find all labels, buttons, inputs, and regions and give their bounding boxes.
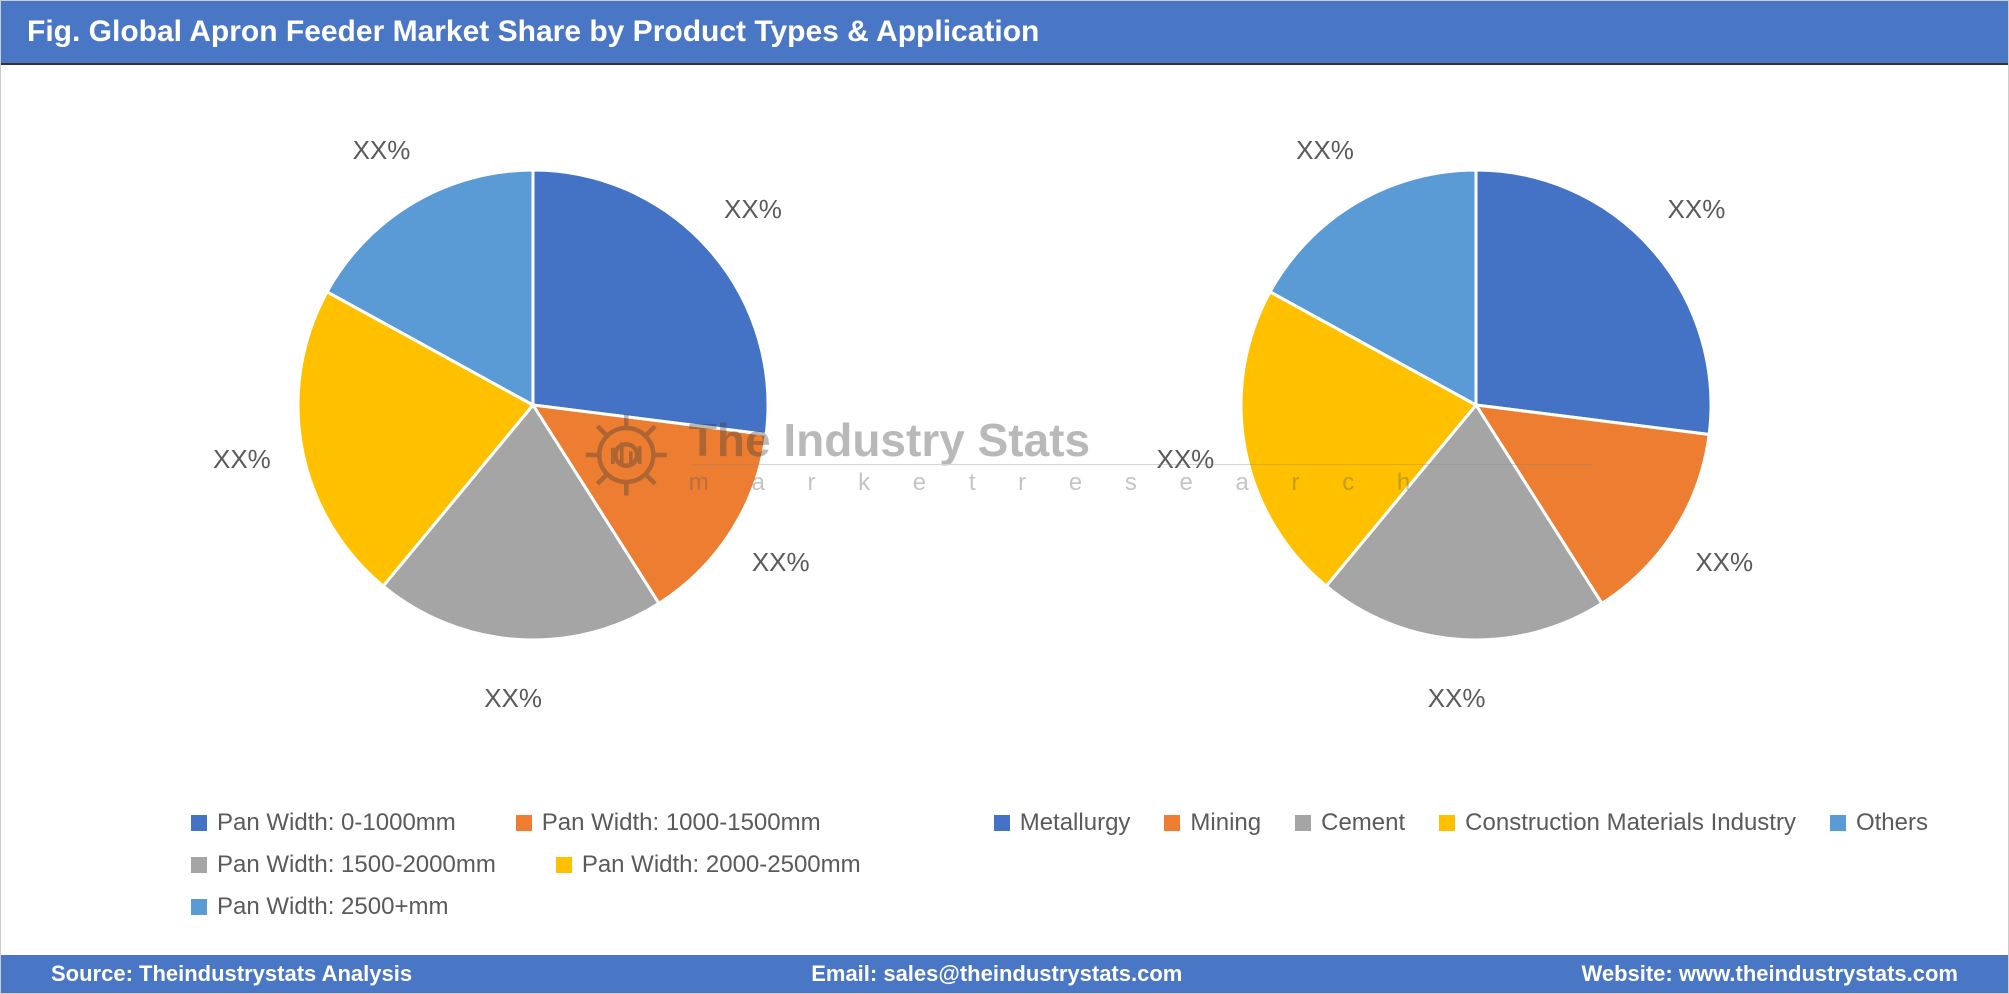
charts-container: XX%XX%XX%XX%XX% XX%XX%XX%XX%XX% The Indu… [1, 65, 2008, 815]
product-types-chart-column: XX% XX% XX% XX% XX% [83, 105, 983, 805]
legend-item: Pan Width: 2000-2500mm [556, 851, 861, 879]
pie-slice-label: XX% [353, 135, 411, 166]
legend-swatch [1164, 815, 1180, 831]
legend-label: Construction Materials Industry [1465, 809, 1796, 837]
legend-item: Pan Width: 1500-2000mm [191, 851, 496, 879]
pie-slice-label: XX% [484, 683, 542, 714]
pie-slice-label: XX% [724, 194, 782, 225]
legend-swatch [1830, 815, 1846, 831]
figure-title: Fig. Global Apron Feeder Market Share by… [1, 1, 2008, 65]
pie-slice-label: XX% [1668, 194, 1726, 225]
legend-swatch [516, 815, 532, 831]
pie-slice-label: XX% [1695, 547, 1753, 578]
legend-swatch [1439, 815, 1455, 831]
legend-label: Others [1856, 809, 1928, 837]
legend-swatch [556, 857, 572, 873]
legend-item: Cement [1295, 809, 1405, 837]
legend-item: Pan Width: 0-1000mm [191, 809, 456, 837]
footer-website: Website: www.theindustrystats.com [1581, 961, 1958, 987]
product-types-legend: Pan Width: 0-1000mm Pan Width: 1000-1500m… [151, 801, 1034, 929]
legend-swatch [1295, 815, 1311, 831]
pie-slice-label: XX% [752, 547, 810, 578]
legend-swatch [994, 815, 1010, 831]
pie-slice-label: XX% [1428, 683, 1486, 714]
legend-swatch [191, 899, 207, 915]
pie-slice-label: XX% [213, 444, 271, 475]
application-pie: XX%XX%XX%XX%XX% [1176, 105, 1776, 705]
legend-item: Mining [1164, 809, 1261, 837]
legend-label: Cement [1321, 809, 1405, 837]
legend-item: Pan Width: 2500+mm [191, 893, 448, 921]
application-chart-column: XX% XX% XX% XX% XX% [1026, 105, 1926, 805]
footer-bar: Source: Theindustrystats Analysis Email:… [1, 945, 2008, 993]
footer-source: Source: Theindustrystats Analysis [51, 961, 412, 987]
legend-swatch [191, 857, 207, 873]
legend-label: Mining [1190, 809, 1261, 837]
legend-label: Pan Width: 2000-2500mm [582, 851, 861, 879]
legend-item: Others [1830, 809, 1928, 837]
pie-slice-label: XX% [1156, 444, 1214, 475]
application-legend: Metallurgy Mining Cement Construction Mater… [954, 801, 1998, 845]
legend-item: Pan Width: 1000-1500mm [516, 809, 821, 837]
legend-label: Metallurgy [1020, 809, 1131, 837]
pie-slice-label: XX% [1296, 135, 1354, 166]
legend-label: Pan Width: 1500-2000mm [217, 851, 496, 879]
legend-item: Metallurgy [994, 809, 1131, 837]
footer-email: Email: sales@theindustrystats.com [811, 961, 1182, 987]
legend-label: Pan Width: 1000-1500mm [542, 809, 821, 837]
legend-label: Pan Width: 2500+mm [217, 893, 448, 921]
legends-row: Pan Width: 0-1000mm Pan Width: 1000-1500m… [1, 801, 2008, 929]
legend-swatch [191, 815, 207, 831]
legend-label: Pan Width: 0-1000mm [217, 809, 456, 837]
legend-item: Construction Materials Industry [1439, 809, 1796, 837]
product-types-pie: XX%XX%XX%XX%XX% [233, 105, 833, 705]
